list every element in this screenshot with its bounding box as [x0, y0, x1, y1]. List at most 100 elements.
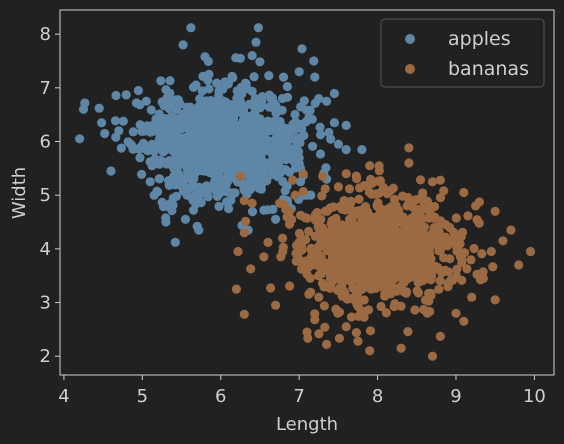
- data-point-apples: [141, 144, 151, 154]
- data-point-apples: [154, 174, 164, 184]
- data-point-apples: [210, 158, 220, 168]
- data-point-bananas: [427, 177, 438, 187]
- data-point-bananas: [239, 309, 249, 319]
- data-point-bananas: [387, 275, 397, 285]
- data-point-apples: [197, 187, 207, 197]
- data-point-bananas: [241, 216, 251, 226]
- data-point-apples: [357, 145, 367, 155]
- data-point-bananas: [433, 264, 443, 274]
- data-point-bananas: [318, 171, 328, 181]
- data-point-bananas: [247, 198, 257, 208]
- data-point-bananas: [415, 175, 426, 185]
- data-point-bananas: [455, 252, 465, 262]
- data-point-apples: [182, 190, 192, 200]
- data-point-bananas: [353, 336, 363, 346]
- data-point-bananas: [365, 326, 376, 336]
- data-point-bananas: [424, 288, 434, 298]
- data-point-bananas: [525, 246, 536, 257]
- data-point-apples: [222, 127, 233, 137]
- data-point-apples: [314, 94, 324, 104]
- data-point-apples: [178, 141, 188, 151]
- x-tick-label: 8: [372, 386, 383, 407]
- data-point-bananas: [352, 284, 362, 294]
- data-point-bananas: [290, 190, 300, 200]
- data-point-apples: [196, 100, 206, 110]
- data-point-bananas: [469, 243, 479, 254]
- data-point-bananas: [370, 254, 381, 264]
- data-point-bananas: [354, 194, 364, 204]
- data-point-apples: [188, 205, 199, 215]
- data-point-apples: [216, 120, 226, 130]
- data-point-apples: [212, 78, 222, 88]
- data-point-bananas: [387, 225, 397, 235]
- y-tick-label: 5: [40, 185, 51, 206]
- data-point-bananas: [372, 200, 382, 210]
- data-point-bananas: [278, 247, 288, 257]
- data-point-bananas: [472, 215, 482, 225]
- data-point-apples: [116, 143, 126, 153]
- data-point-apples: [256, 151, 266, 161]
- data-point-apples: [172, 105, 182, 115]
- data-point-apples: [78, 104, 89, 114]
- data-point-apples: [257, 126, 267, 136]
- data-point-bananas: [263, 237, 273, 247]
- y-tick-label: 8: [40, 24, 51, 45]
- legend-box: [380, 18, 545, 88]
- data-point-bananas: [466, 255, 476, 265]
- data-point-apples: [185, 102, 195, 112]
- data-point-bananas: [477, 249, 487, 259]
- data-point-bananas: [317, 223, 328, 233]
- data-point-bananas: [304, 226, 314, 236]
- data-point-apples: [237, 149, 247, 159]
- data-point-bananas: [317, 191, 327, 201]
- data-point-bananas: [365, 161, 375, 171]
- x-tick-label: 10: [523, 386, 546, 407]
- data-point-apples: [126, 139, 136, 149]
- data-point-apples: [315, 149, 326, 159]
- series-bananas: [231, 143, 536, 361]
- data-point-bananas: [441, 220, 451, 230]
- data-point-apples: [214, 91, 224, 101]
- data-point-apples: [278, 72, 289, 82]
- data-point-bananas: [353, 300, 363, 310]
- data-point-bananas: [435, 175, 445, 185]
- legend-marker-bananas: [405, 64, 415, 74]
- data-point-bananas: [285, 206, 295, 216]
- data-point-apples: [133, 85, 143, 96]
- data-point-apples: [203, 112, 213, 122]
- data-point-bananas: [335, 283, 345, 293]
- data-point-bananas: [322, 339, 332, 349]
- data-point-apples: [291, 153, 301, 163]
- data-point-apples: [169, 143, 179, 153]
- data-point-apples: [191, 125, 201, 135]
- data-point-apples: [265, 126, 275, 136]
- data-point-bananas: [506, 225, 516, 235]
- data-point-apples: [161, 95, 171, 105]
- data-point-bananas: [407, 213, 417, 223]
- data-point-apples: [306, 190, 316, 200]
- data-point-apples: [281, 155, 291, 165]
- data-point-apples: [310, 72, 320, 82]
- data-point-bananas: [404, 221, 414, 231]
- data-point-apples: [308, 141, 318, 151]
- data-point-apples: [294, 67, 304, 77]
- data-point-bananas: [351, 328, 361, 338]
- data-point-bananas: [266, 283, 276, 293]
- data-point-bananas: [320, 206, 330, 216]
- data-point-bananas: [459, 187, 469, 198]
- data-point-bananas: [486, 246, 496, 257]
- data-point-bananas: [425, 207, 435, 217]
- data-point-bananas: [397, 271, 407, 281]
- data-point-bananas: [429, 223, 439, 233]
- data-point-bananas: [396, 217, 406, 227]
- data-point-bananas: [365, 238, 375, 248]
- data-point-apples: [169, 171, 179, 181]
- data-point-bananas: [344, 184, 355, 194]
- axis-ticks: 4 5 6 7 8 9 10 2 3 4 5 6 7 8: [40, 24, 546, 407]
- data-point-apples: [249, 101, 259, 112]
- data-point-apples: [333, 139, 343, 149]
- data-point-apples: [282, 81, 292, 92]
- data-point-bananas: [387, 266, 397, 277]
- data-point-apples: [110, 116, 121, 126]
- data-point-apples: [240, 78, 250, 88]
